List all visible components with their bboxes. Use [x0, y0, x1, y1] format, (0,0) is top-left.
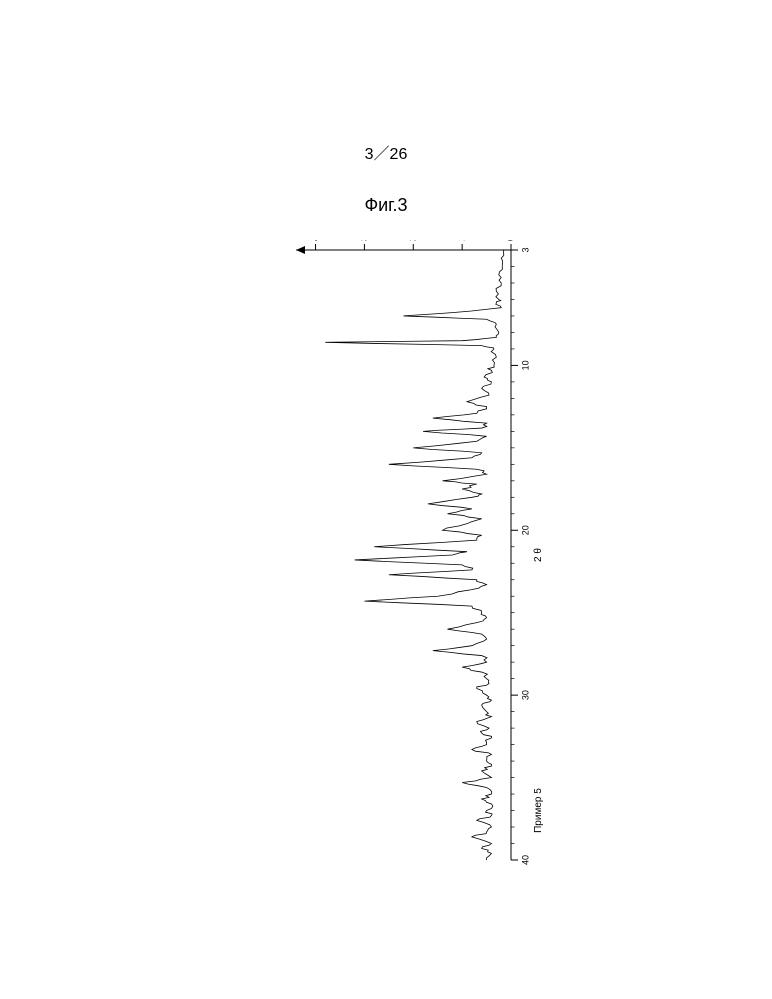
svg-text:40: 40 [310, 240, 320, 241]
svg-text:40: 40 [520, 855, 530, 865]
svg-text:30: 30 [359, 240, 369, 241]
svg-text:20: 20 [408, 240, 418, 241]
svg-text:20: 20 [520, 525, 530, 535]
svg-text:Пример 5: Пример 5 [533, 788, 544, 833]
svg-text:0: 0 [505, 240, 515, 241]
svg-text:10: 10 [457, 240, 467, 241]
svg-text:3: 3 [520, 247, 530, 252]
svg-text:30: 30 [520, 690, 530, 700]
figure-label: Фиг.3 [0, 195, 772, 216]
xrd-chart: 1020304030102030402 θИнтенсивностьПример… [236, 240, 546, 900]
page-number: 3／26 [0, 140, 772, 164]
svg-text:2 θ: 2 θ [533, 548, 544, 562]
svg-text:10: 10 [520, 360, 530, 370]
